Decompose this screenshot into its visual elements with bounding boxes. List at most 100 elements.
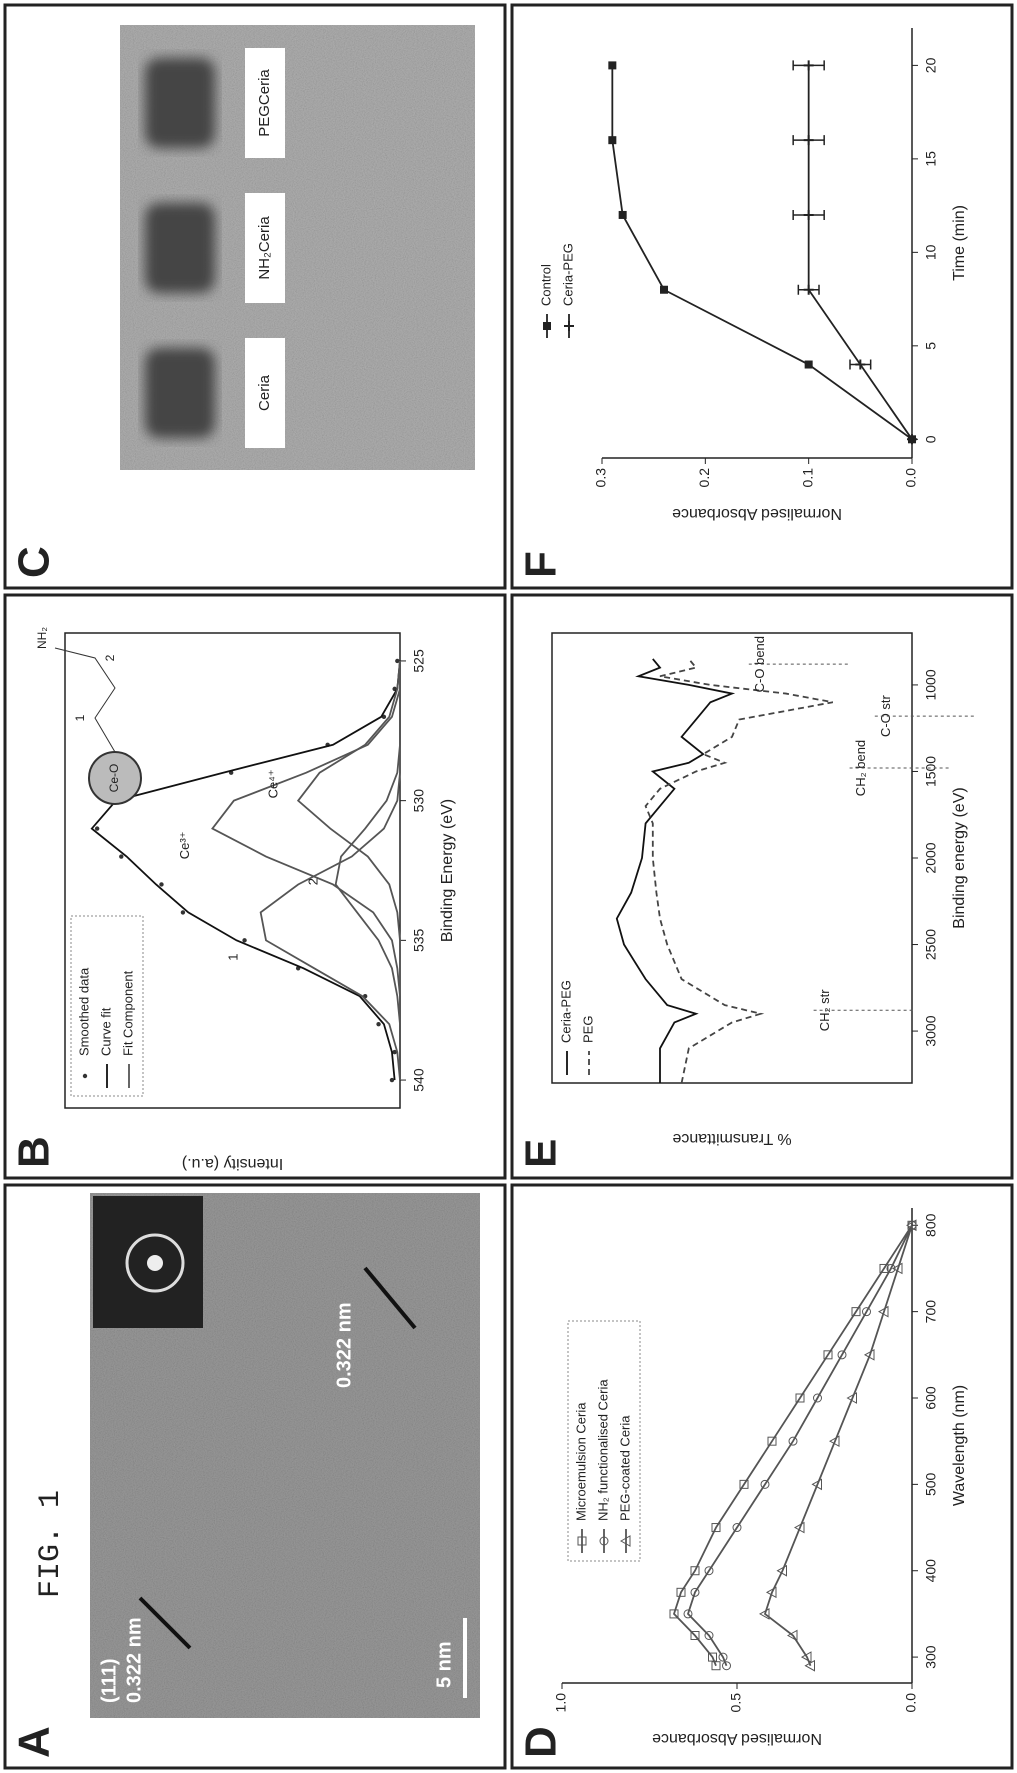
image-label: (111) [98, 1659, 120, 1703]
x-tick-label: 530 [411, 789, 427, 813]
x-tick-label: 1500 [923, 756, 939, 787]
marker [389, 1077, 395, 1083]
x-tick-label: 5 [923, 342, 939, 350]
fit-component [334, 660, 401, 1081]
marker [846, 1392, 857, 1404]
inset-label: 1 [73, 714, 87, 721]
marker [851, 1307, 861, 1317]
marker [392, 1049, 397, 1055]
ligand [54, 647, 116, 753]
x-tick-label: 10 [923, 244, 939, 260]
marker [811, 1478, 822, 1491]
marker [159, 882, 164, 887]
series-line [611, 65, 913, 441]
panel-letter: E [517, 1139, 566, 1168]
marker [119, 854, 124, 859]
x-tick-label: 535 [411, 928, 427, 952]
legend-label: Microemulsion Ceria [573, 1402, 588, 1521]
marker [776, 1564, 787, 1577]
panel-border [3, 593, 507, 1180]
marker [813, 1393, 822, 1403]
plot-frame [64, 632, 401, 1109]
marker [786, 1629, 798, 1642]
marker [683, 1609, 693, 1619]
x-tick-label: 3000 [923, 1015, 939, 1046]
label-box [245, 48, 285, 158]
annotation: Ce³⁺ [177, 831, 192, 859]
marker [879, 1263, 889, 1273]
x-tick-label: 0 [923, 435, 939, 443]
gel-band [145, 58, 215, 148]
marker [800, 1651, 812, 1663]
marker [690, 1566, 700, 1576]
marker [758, 1608, 770, 1620]
y-tick-label: 0.3 [593, 468, 609, 488]
legend-label: Smoothed data [76, 967, 91, 1056]
marker [690, 1587, 700, 1597]
x-tick-label: 500 [923, 1472, 939, 1496]
legend-box [70, 915, 144, 1097]
panel-border [510, 593, 1014, 1180]
plot-frame [551, 632, 913, 1084]
inset-label: Ce-O [107, 764, 121, 793]
legend-label: Ceria-PEG [560, 243, 575, 306]
lattice-marker [138, 1596, 192, 1650]
fit-component [211, 660, 401, 1081]
figure-label: FIG. 1 [34, 1490, 68, 1598]
marker [376, 1021, 381, 1027]
marker [804, 360, 813, 369]
legend-label: Fit Component [120, 970, 135, 1056]
marker [803, 209, 814, 220]
annotation: C-O bend [752, 636, 767, 692]
marker [760, 1479, 770, 1489]
y-tick-label: 0.1 [799, 468, 815, 488]
label-box [245, 193, 285, 303]
panel-letter: D [517, 1726, 566, 1758]
panel-border [3, 1183, 507, 1770]
marker [690, 1631, 700, 1640]
image-label: 0.322 nm [333, 1302, 355, 1388]
marker [793, 1521, 805, 1534]
x-tick-label: 525 [411, 649, 427, 673]
diffraction-spot [147, 1255, 163, 1271]
x-tick-label: 700 [923, 1300, 939, 1324]
series-line [763, 1224, 913, 1667]
marker [788, 1436, 798, 1446]
marker [795, 1393, 805, 1403]
marker [669, 1609, 679, 1619]
legend-label: NH₂ functionalised Ceria [595, 1379, 610, 1521]
x-tick-label: 800 [923, 1213, 939, 1237]
marker [907, 434, 917, 445]
x-axis-label: Time (min) [951, 205, 968, 281]
legend-label: PEG [580, 1016, 595, 1043]
gel-band [145, 348, 215, 438]
marker [803, 135, 814, 146]
fit-component [296, 660, 401, 1081]
series-line [686, 1224, 913, 1667]
marker [395, 658, 400, 664]
x-axis-label: Binding energy (eV) [951, 787, 968, 928]
x-tick-label: 1000 [923, 669, 939, 700]
panel-border [3, 3, 507, 590]
image-label: 5 nm [433, 1641, 455, 1688]
marker [804, 1659, 815, 1672]
x-tick-label: 2000 [923, 842, 939, 873]
marker [732, 1523, 742, 1533]
panel-border [510, 1183, 1014, 1770]
marker [863, 1348, 875, 1361]
marker [837, 1350, 847, 1360]
x-tick-label: 15 [923, 151, 939, 167]
label-box [245, 338, 285, 448]
marker [711, 1523, 721, 1533]
panel-letter: C [10, 546, 59, 578]
inset-label: 2 [103, 654, 117, 661]
y-tick-label: 1.0 [553, 1693, 569, 1713]
annotation: CH₂ str [817, 989, 832, 1032]
legend-label: Curve fit [98, 1007, 113, 1056]
marker [803, 60, 814, 71]
marker [803, 284, 814, 295]
marker [905, 1219, 917, 1232]
marker [82, 1073, 88, 1079]
